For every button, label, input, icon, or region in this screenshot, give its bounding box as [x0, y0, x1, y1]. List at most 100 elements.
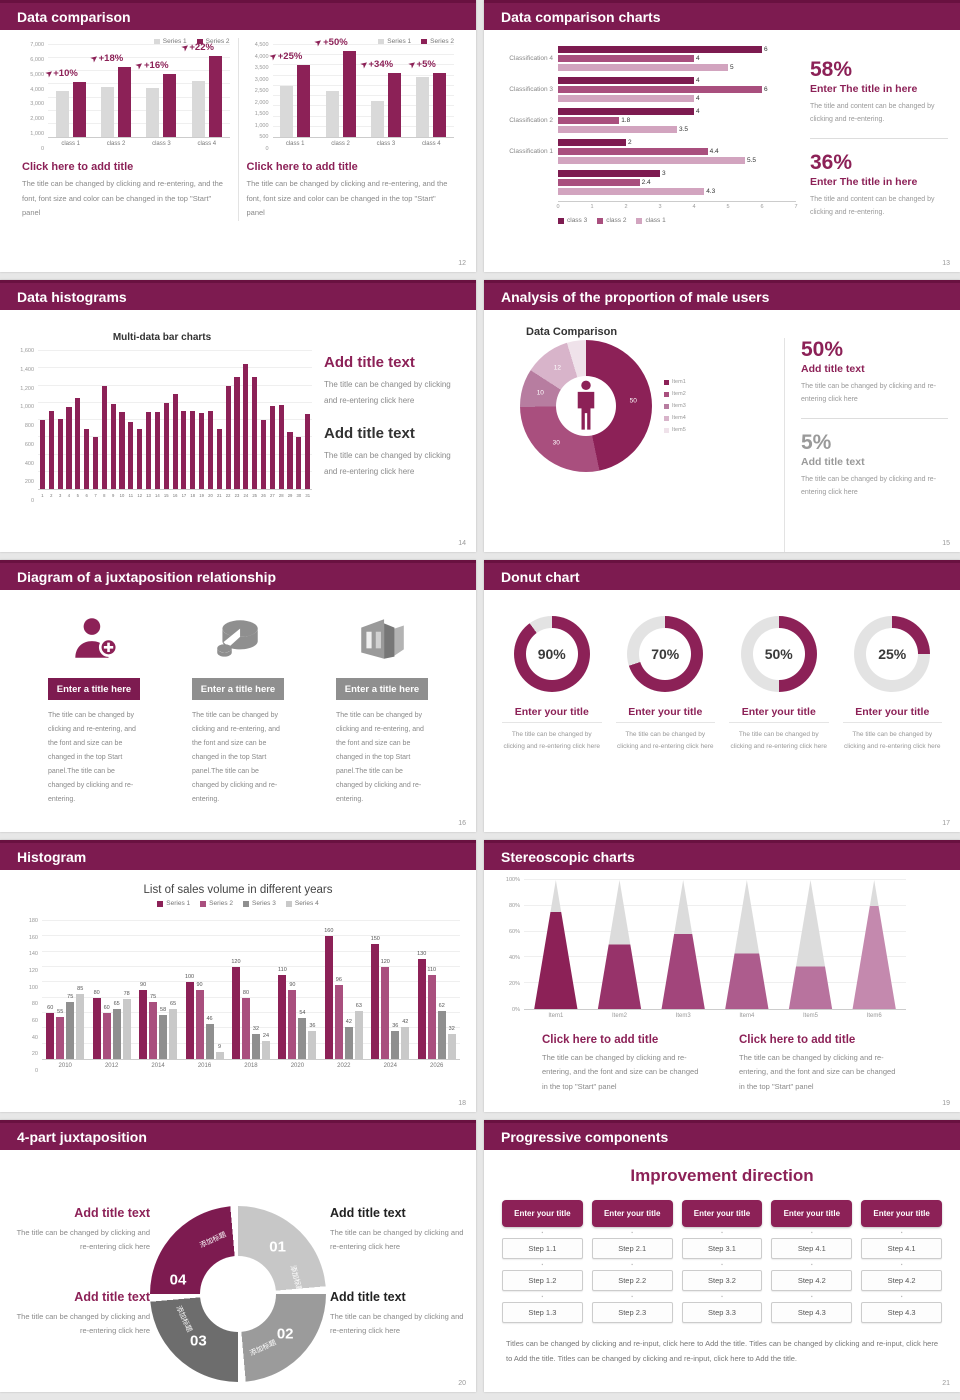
legend-swatch — [636, 217, 643, 224]
grid-line — [42, 1012, 460, 1013]
step-box: Step 4.2 — [861, 1270, 942, 1291]
legend-item: Item5 — [664, 427, 686, 433]
bar-group: 160 96 42 63 — [321, 921, 367, 1059]
bar-group — [73, 351, 82, 489]
percent-label: ➤ +25% — [267, 51, 303, 63]
category-label: Classification 3 — [509, 86, 553, 93]
bar-group: 90 75 58 65 — [135, 921, 181, 1059]
value-label: 46 — [206, 1015, 213, 1022]
x-tick-label: Item1 — [548, 1013, 564, 1019]
bar: 36 — [308, 1023, 317, 1059]
page-number: 15 — [942, 540, 950, 547]
bar: 9 — [215, 1044, 224, 1059]
grid-line — [42, 935, 460, 937]
x-axis: class 1 class 2 class 3 class 4 — [48, 138, 230, 149]
x-tick-label: 2022 — [337, 1062, 351, 1069]
slide-21[interactable]: Progressive components Improvement direc… — [484, 1120, 960, 1392]
bar-group: ➤ +34% — [359, 45, 408, 137]
page-number: 14 — [458, 540, 466, 547]
legend-item: Item2 — [664, 391, 686, 397]
segment-label: 12 — [553, 364, 562, 372]
x-tick-label: 2024 — [383, 1062, 397, 1069]
bar: 60 — [46, 1005, 55, 1059]
value-label: 4.4 — [709, 148, 719, 155]
y-tick-label: 4,000 — [254, 53, 269, 60]
bar-group: ➤ +50% — [313, 37, 363, 137]
slide-20[interactable]: 4-part juxtaposition Add title text The … — [0, 1120, 476, 1392]
item-body: The title can be changed by clicking and… — [336, 712, 424, 803]
progressive-columns: Enter your title Step 1.1 Step 1.2 Step 1.3… — [502, 1200, 942, 1323]
value-label: 4 — [696, 95, 700, 102]
bar: 110 — [427, 967, 436, 1059]
percent-label: ➤ +10% — [43, 67, 78, 79]
histogram-chart: 0 200 400 600 800 1,000 1,200 1,400 1,600 1 2 3 4 5 6 7… — [12, 348, 312, 504]
category-label: Classification 1 — [509, 148, 553, 155]
grid-line — [524, 956, 906, 958]
bar: 120 — [231, 959, 241, 1059]
bar: 42 — [344, 1019, 353, 1059]
value-label: 160 — [324, 928, 334, 935]
slide-header: Progressive components — [484, 1120, 960, 1150]
callout-heading: Add title text — [330, 1206, 406, 1220]
x-tick-label: 0 — [556, 204, 560, 210]
slide-title: Analysis of the proportion of male users — [501, 288, 770, 305]
slide-17[interactable]: Donut chart 90% Enter your title The tit… — [484, 560, 960, 832]
slide-header: Data comparison — [0, 0, 476, 30]
grid-line — [38, 350, 312, 351]
bar-group: ➤ +5% — [407, 45, 454, 137]
ring-percent: 90% — [537, 646, 566, 662]
x-tick-label: Item6 — [866, 1013, 882, 1019]
bar — [558, 86, 762, 93]
bar: 160 — [324, 928, 333, 1059]
bar: 75 — [66, 994, 75, 1059]
legend-item: Series 2 — [196, 38, 230, 45]
value-label: 150 — [370, 936, 380, 942]
male-icon — [577, 380, 595, 430]
slide-18[interactable]: Histogram List of sales volume in differ… — [0, 840, 476, 1112]
percent-label: ➤ +5% — [406, 58, 436, 70]
person-add-icon — [75, 618, 119, 658]
bar — [234, 376, 240, 489]
bar-group — [144, 351, 153, 489]
x-tick-label: 15 — [163, 493, 169, 498]
bar-group: 120 80 32 24 — [228, 921, 274, 1059]
cone-cell — [842, 880, 906, 1009]
legend-swatch — [378, 38, 385, 45]
segment-label: 添加标题 — [249, 1339, 278, 1358]
bar — [370, 101, 384, 137]
slide-15[interactable]: Analysis of the proportion of male users… — [484, 280, 960, 552]
legend-label: class 1 — [645, 217, 666, 224]
value-label: 65 — [113, 1001, 120, 1008]
bar: 58 — [159, 1007, 168, 1059]
value-label: 85 — [77, 985, 84, 992]
cone-cell — [651, 880, 715, 1009]
legend-item: Series 1 — [378, 38, 411, 45]
bar — [558, 117, 620, 124]
ring-hole — [752, 628, 805, 680]
y-tick-label: 180 — [28, 918, 38, 924]
bar — [101, 87, 115, 137]
slide-19[interactable]: Stereoscopic charts 0% 20% 40% 60% 80% 100% It… — [484, 840, 960, 1112]
percent-label: ➤ +16% — [134, 59, 169, 72]
legend-item: Item4 — [664, 415, 686, 421]
slide-header: Diagram of a juxtaposition relationship — [0, 560, 476, 590]
bar — [558, 108, 694, 115]
page-number: 18 — [458, 1100, 466, 1107]
x-tick-label: 3 — [58, 493, 62, 498]
bar: 63 — [354, 1003, 363, 1059]
slide-13[interactable]: Data comparison charts Classification 4 6… — [484, 0, 960, 272]
block-heading: Add title text — [324, 425, 415, 442]
legend-label: Series 3 — [252, 900, 276, 907]
slide-12[interactable]: Data comparison Series 1 Series 2 0 1,000 2… — [0, 0, 476, 272]
bar-group — [188, 351, 197, 489]
x-axis: 0 1 2 3 4 5 6 7 — [556, 201, 798, 211]
slide-16[interactable]: Diagram of a juxtaposition relationship … — [0, 560, 476, 832]
bar-group: Classification 3 4 6 4 — [496, 77, 796, 102]
slide-14[interactable]: Data histograms Multi-data bar charts 0 2… — [0, 280, 476, 552]
panel-heading: Click here to add title — [22, 161, 134, 173]
slide-title: Donut chart — [501, 568, 580, 585]
grid-line — [272, 125, 454, 127]
x-tick-label: 10 — [119, 493, 125, 498]
y-tick-label: 200 — [24, 479, 34, 486]
